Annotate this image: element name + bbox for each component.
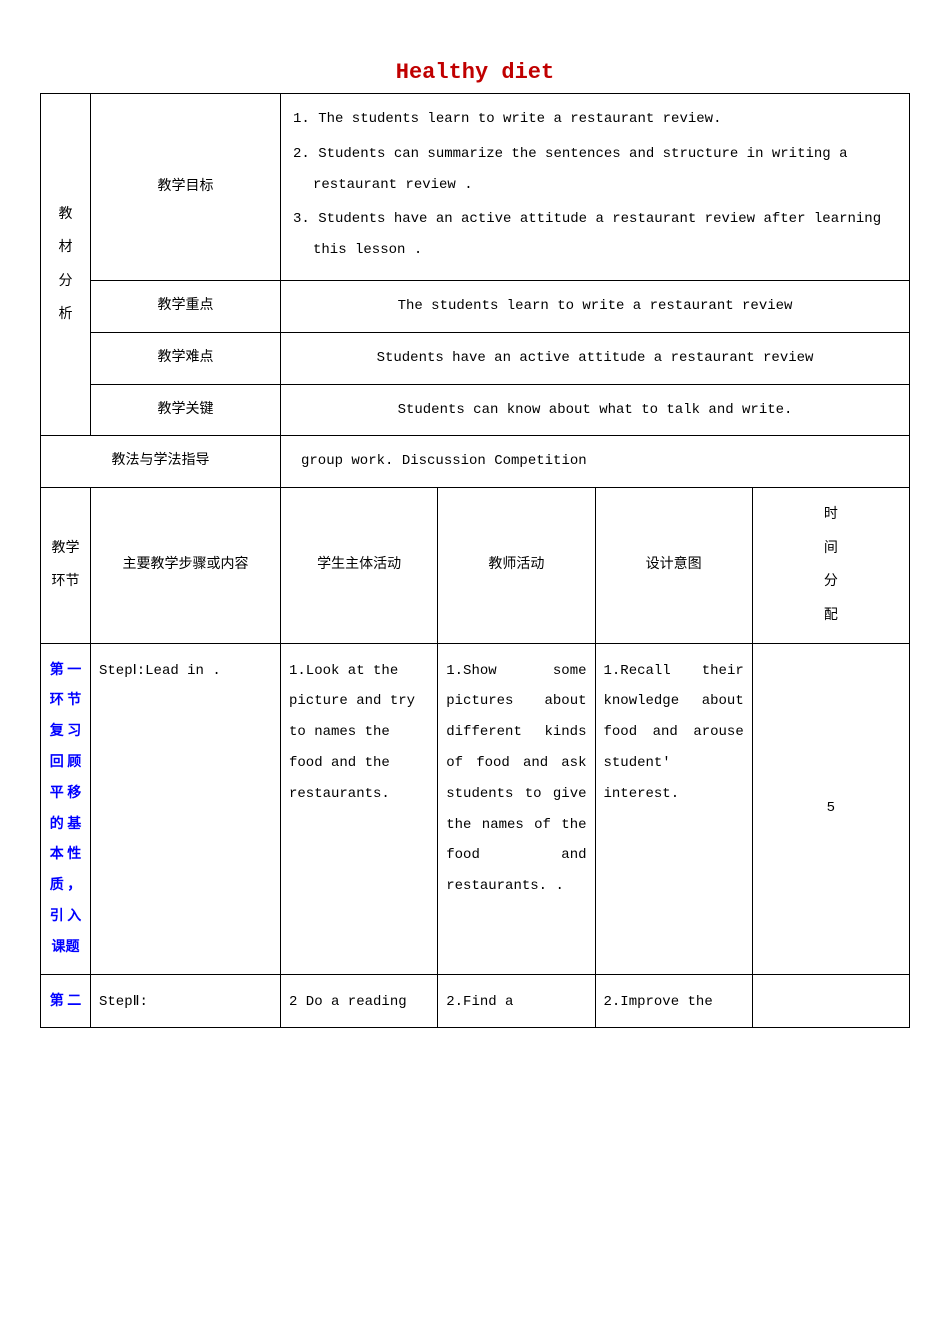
- time-2: [752, 974, 909, 1028]
- objective-2: 2. Students can summarize the sentences …: [293, 139, 901, 201]
- label-focus: 教学重点: [91, 280, 281, 332]
- header-stage: 教学 环节: [41, 488, 91, 643]
- sidebar-section1: 教 材 分 析: [41, 94, 91, 436]
- page-title: Healthy diet: [40, 60, 910, 85]
- stage-2: 第 二: [41, 974, 91, 1028]
- label-difficulty: 教学难点: [91, 332, 281, 384]
- header-time: 时 间 分 配: [752, 488, 909, 643]
- student-2: 2 Do a reading: [281, 974, 438, 1028]
- teacher-2: 2.Find a: [438, 974, 595, 1028]
- label-objectives: 教学目标: [91, 94, 281, 281]
- objective-1: 1. The students learn to write a restaur…: [293, 104, 901, 135]
- label-methods: 教法与学法指导: [41, 436, 281, 488]
- content-objectives: 1. The students learn to write a restaur…: [281, 94, 910, 281]
- step-2: StepⅡ:: [91, 974, 281, 1028]
- content-methods: group work. Discussion Competition: [281, 436, 910, 488]
- stage-1: 第 一环 节复 习回 顾平 移的 基本 性质 ，引 入课题: [41, 643, 91, 974]
- header-intent: 设计意图: [595, 488, 752, 643]
- intent-2: 2.Improve the: [595, 974, 752, 1028]
- time-1: 5: [752, 643, 909, 974]
- label-key: 教学关键: [91, 384, 281, 436]
- teacher-1: 1.Show some pictures about different kin…: [438, 643, 595, 974]
- header-steps: 主要教学步骤或内容: [91, 488, 281, 643]
- lesson-plan-table: 教 材 分 析 教学目标 1. The students learn to wr…: [40, 93, 910, 1028]
- step-1: StepⅠ:Lead in .: [91, 643, 281, 974]
- content-difficulty: Students have an active attitude a resta…: [281, 332, 910, 384]
- content-key: Students can know about what to talk and…: [281, 384, 910, 436]
- content-focus: The students learn to write a restaurant…: [281, 280, 910, 332]
- header-teacher: 教师活动: [438, 488, 595, 643]
- objective-3: 3. Students have an active attitude a re…: [293, 204, 901, 266]
- student-1: 1.Look at the picture and try to names t…: [281, 643, 438, 974]
- header-student: 学生主体活动: [281, 488, 438, 643]
- intent-1: 1.Recall their knowledge about food and …: [595, 643, 752, 974]
